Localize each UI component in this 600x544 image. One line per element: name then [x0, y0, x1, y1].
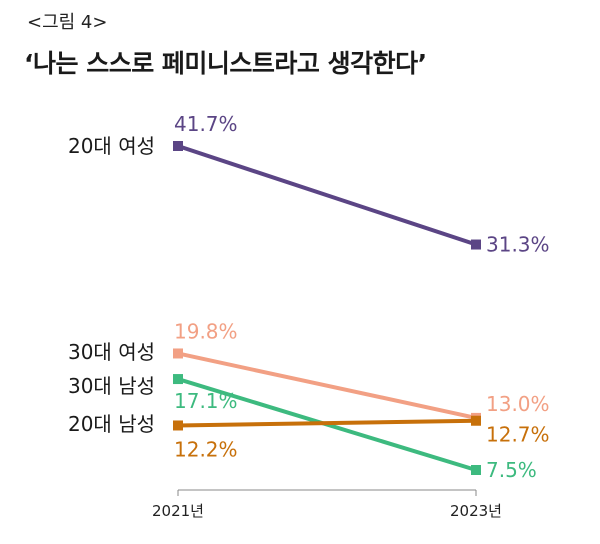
data-label: 13.0%	[486, 392, 550, 416]
series-name-label: 30대 남성	[68, 374, 155, 398]
series-name-label: 20대 여성	[68, 134, 155, 158]
data-label: 12.2%	[174, 437, 238, 461]
series-line	[177, 418, 477, 428]
series-name-label: 30대 여성	[68, 340, 155, 364]
data-point	[173, 374, 183, 385]
data-label: 19.8%	[174, 319, 238, 343]
data-label: 17.1%	[174, 389, 238, 413]
data-label: 41.7%	[174, 112, 238, 136]
series-line	[177, 144, 477, 247]
figure-label: <그림 4>	[27, 12, 108, 33]
data-label: 31.3%	[486, 233, 550, 257]
data-point	[173, 348, 183, 359]
data-point	[471, 239, 481, 250]
series-name-label: 20대 남성	[68, 412, 155, 436]
data-point	[471, 465, 481, 475]
data-point	[471, 415, 481, 426]
x-tick-label: 2021년	[152, 502, 204, 520]
chart-title: ‘나는 스스로 페미니스트라고 생각한다’	[24, 49, 427, 78]
data-point	[173, 141, 183, 151]
data-point	[173, 420, 183, 431]
series-line	[177, 351, 477, 420]
x-tick-label: 2023년	[450, 502, 502, 520]
data-label: 12.7%	[486, 423, 550, 447]
data-label: 7.5%	[486, 458, 537, 482]
